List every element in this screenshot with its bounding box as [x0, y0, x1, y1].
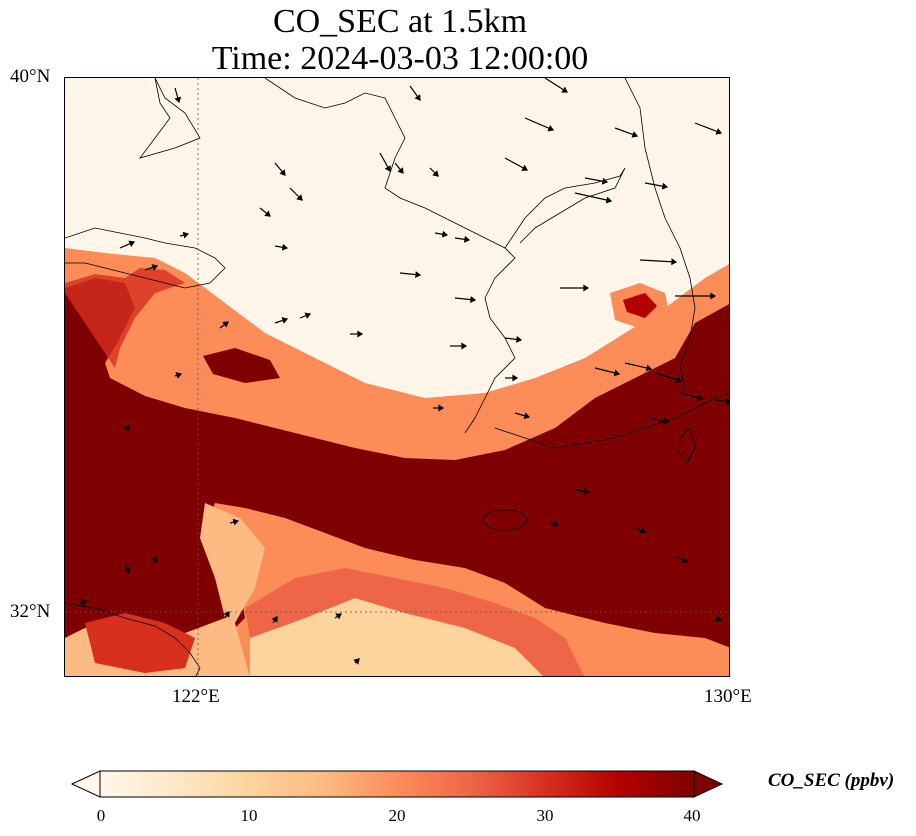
wind-vector-head: [710, 292, 717, 300]
wind-vector-head: [470, 296, 477, 303]
wind-vector-head: [296, 194, 303, 201]
wind-vector-head: [123, 425, 130, 432]
wind-vector-head: [357, 330, 364, 338]
wind-vector-head: [696, 394, 704, 402]
wind-vector-shaft: [639, 259, 677, 263]
wind-vector-head: [223, 611, 230, 618]
colorbar-extend-high: [693, 770, 724, 798]
wind-vector-head: [461, 342, 468, 350]
plot-subtitle-time: Time: 2024-03-03 12:00:00: [211, 40, 589, 77]
wind-vector-head: [271, 616, 278, 623]
wind-vector-head: [384, 165, 391, 173]
wind-vector-head: [335, 613, 342, 620]
upper-fringe: [65, 268, 185, 368]
hotspot-east-core: [623, 293, 657, 318]
wind-vector-head: [715, 615, 723, 622]
wind-vector-head: [463, 235, 471, 243]
wind-vector-head: [645, 364, 653, 372]
colorbar-extend-low: [70, 770, 101, 798]
wind-vector-head: [662, 417, 670, 425]
wind-vector-head: [281, 243, 289, 251]
wind-vector-head: [613, 369, 621, 377]
wind-vector-head: [675, 376, 683, 383]
wind-vector-head: [521, 164, 529, 171]
jeju-island: [482, 509, 528, 531]
colorbar-gradient: [99, 770, 695, 798]
wind-vector-head: [547, 125, 555, 132]
wind-vector-head: [151, 264, 159, 271]
wind-vector-head: [151, 556, 158, 563]
colorbar-title: CO_SEC (ppbv): [768, 770, 895, 791]
bottom-light-band: [250, 598, 543, 676]
high-concentration-band: [65, 278, 729, 648]
coastline-liaodong: [264, 78, 516, 434]
southwest-corner-red: [85, 613, 195, 673]
coastline-shandong: [65, 227, 226, 289]
wind-vector-head: [432, 170, 439, 177]
wind-vector-head: [222, 321, 229, 328]
colorbar-tick-20: 20: [388, 806, 406, 825]
wind-vector-head: [661, 182, 669, 190]
wind-vector-head: [523, 412, 531, 420]
lon-label-122e: 122°E: [172, 686, 220, 707]
colorbar-tick-0: 0: [96, 806, 106, 825]
coastline-korea-south: [494, 393, 729, 449]
wind-vector-head: [583, 284, 590, 292]
wind-vector-head: [128, 240, 136, 247]
wind-vector-head: [561, 86, 568, 93]
lat-label-32n: 32°N: [10, 601, 51, 622]
coastline-korea-east: [624, 78, 696, 389]
wind-vector-head: [601, 177, 609, 185]
map-panel: [64, 77, 730, 677]
wind-vector-layer: [79, 78, 729, 665]
colorbar-tick-10: 10: [240, 806, 258, 825]
wind-vector-head: [304, 312, 312, 319]
wind-vector-head: [353, 658, 360, 665]
bottom-red-strip: [245, 568, 584, 676]
colorbar: [70, 770, 730, 803]
wind-vector-head: [232, 518, 240, 526]
coastline-south: [65, 602, 201, 676]
coastline-korea-west: [504, 167, 626, 249]
colorbar-tick-40: 40: [683, 806, 701, 825]
wind-vector-head: [671, 258, 678, 266]
wind-vector-head: [516, 335, 523, 343]
lon-label-130e: 130°E: [704, 686, 752, 707]
wind-vector-head: [552, 520, 560, 528]
wind-vector-head: [639, 527, 647, 534]
wind-vector-head: [438, 404, 445, 412]
coastline-north: [138, 78, 201, 159]
wind-vector-head: [415, 271, 422, 278]
wind-vector-head: [397, 167, 404, 174]
wind-vector-head: [715, 128, 723, 135]
wind-vector-head: [174, 96, 182, 104]
wind-vector-head: [281, 317, 289, 324]
hotspot-west-core: [203, 348, 280, 383]
wind-vector-head: [681, 556, 689, 564]
lat-label-40n: 40°N: [10, 66, 51, 87]
plot-title: CO_SEC at 1.5km: [272, 3, 528, 40]
wind-vector-head: [605, 196, 613, 204]
wind-vector-head: [512, 374, 519, 382]
wind-vector-head: [175, 372, 183, 379]
wind-vector-shaft: [524, 117, 554, 131]
wind-vector-head: [279, 169, 286, 176]
wind-vector-head: [182, 231, 190, 239]
tsushima-island: [678, 427, 696, 464]
wind-vector-shaft: [694, 122, 722, 134]
wind-vector-head: [726, 397, 729, 405]
wind-vector-head: [80, 599, 88, 606]
wind-vector-head: [631, 131, 639, 138]
wind-vector-head: [414, 94, 421, 101]
wind-vector-head: [264, 210, 271, 217]
wind-vector-head: [124, 567, 131, 575]
wind-vector-head: [583, 487, 591, 495]
colorbar-tick-30: 30: [536, 806, 554, 825]
wind-vector-head: [441, 230, 449, 238]
wind-vector-shaft: [574, 192, 612, 202]
